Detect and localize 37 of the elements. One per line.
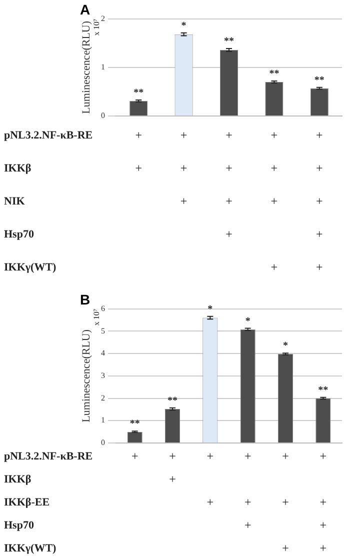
chart-title: B bbox=[80, 291, 90, 308]
text: IKKβ + + + + + bbox=[4, 160, 323, 175]
data-label: ** bbox=[134, 88, 144, 99]
data-label: ** bbox=[168, 395, 178, 406]
y-tick-label: 2 bbox=[101, 393, 105, 402]
text: pNL3.2.NF-κB-RE + + + + + + bbox=[4, 448, 327, 463]
text: NIK + + + + bbox=[4, 194, 323, 208]
y-tick-label: 1 bbox=[101, 62, 105, 72]
data-label: * bbox=[245, 316, 250, 327]
text: pNL3.2.NF-κB-RE + + + + + bbox=[4, 128, 323, 142]
y-axis-title: Luminescence(RLU) bbox=[80, 329, 92, 422]
text: Hsp70 + + bbox=[4, 226, 323, 241]
y-tick-label: 4 bbox=[101, 348, 105, 358]
data-label: * bbox=[208, 304, 213, 315]
y-tick-label: 3 bbox=[101, 370, 105, 380]
y-tick-label: 0 bbox=[101, 438, 105, 448]
y-tick-label: 0 bbox=[101, 111, 105, 120]
y-tick-label: 1 bbox=[101, 416, 105, 425]
text: IKKγ(WT) + + bbox=[4, 260, 323, 274]
text: x 10⁷ bbox=[92, 18, 102, 36]
y-tick-label: 6 bbox=[101, 304, 105, 313]
text: Hsp70 + + bbox=[4, 518, 327, 532]
text: IKKβ + bbox=[4, 472, 176, 486]
chart-title: A bbox=[80, 1, 90, 18]
text: x 10⁷ bbox=[92, 308, 102, 326]
data-label: ** bbox=[314, 74, 324, 86]
data-label: * bbox=[283, 340, 288, 352]
text: IKKβ-EE + + + + bbox=[4, 494, 327, 509]
data-label: ** bbox=[130, 418, 140, 430]
y-tick-label: 5 bbox=[101, 326, 105, 336]
data-label: ** bbox=[269, 68, 280, 80]
data-label: ** bbox=[318, 384, 328, 396]
text: IKKγ(WT) + + bbox=[4, 540, 327, 555]
data-label: * bbox=[181, 20, 186, 32]
y-tick-label: 2 bbox=[101, 14, 105, 23]
y-axis-title: Luminescence(RLU) bbox=[80, 20, 92, 114]
data-label: ** bbox=[224, 36, 234, 48]
